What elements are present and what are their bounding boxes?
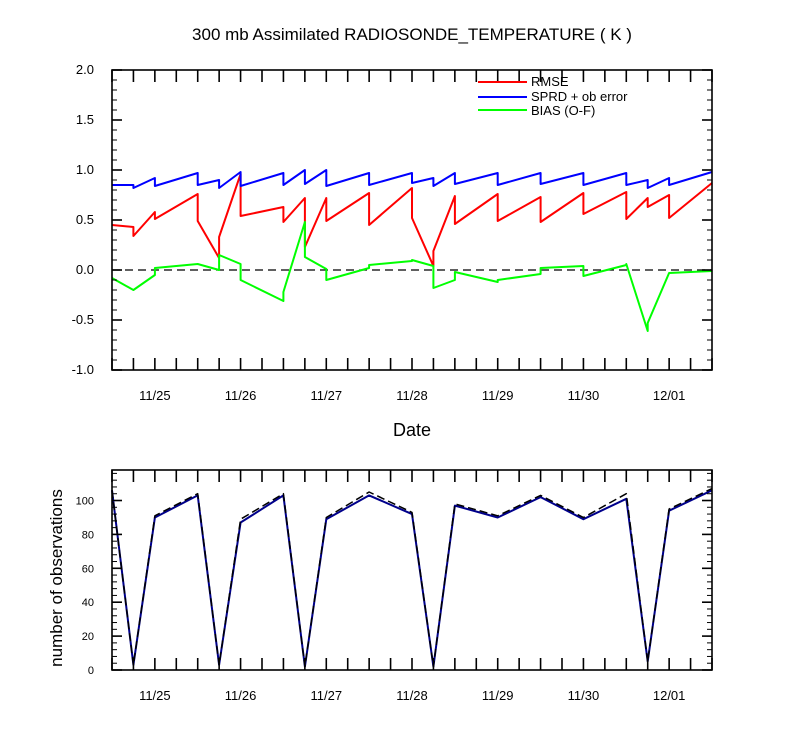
top-xtick-label: 11/30 bbox=[568, 388, 600, 403]
bot-ytick-label: 60 bbox=[82, 563, 94, 575]
bot-series-line-0 bbox=[111, 489, 713, 668]
bot-ytick-label: 80 bbox=[82, 529, 94, 541]
top-xtick-label: 11/28 bbox=[396, 388, 428, 403]
top-ytick-label: -0.5 bbox=[72, 312, 94, 327]
legend-label-sprd: SPRD + ob error bbox=[531, 89, 628, 104]
top-ytick-label: 2.0 bbox=[76, 62, 94, 77]
bot-ytick-label: 0 bbox=[88, 665, 94, 677]
bot-ytick-label: 40 bbox=[82, 597, 94, 609]
legend-label-rmse: RMSE bbox=[531, 74, 569, 89]
top-ytick-label: 0.5 bbox=[76, 212, 94, 227]
bottom-y-axis-label: number of observations bbox=[47, 489, 66, 667]
top-series-line-1 bbox=[112, 169, 713, 189]
top-ytick-label: -1.0 bbox=[72, 362, 94, 377]
top-x-axis-label: Date bbox=[393, 420, 431, 440]
top-series-line-0 bbox=[111, 173, 713, 267]
top-xtick-label: 11/26 bbox=[225, 388, 257, 403]
top-title: 300 mb Assimilated RADIOSONDE_TEMPERATUR… bbox=[192, 25, 632, 44]
bot-xtick-label: 12/01 bbox=[653, 688, 686, 703]
legend-label-bias: BIAS (O-F) bbox=[531, 103, 595, 118]
top-ytick-label: 1.0 bbox=[76, 162, 94, 177]
top-ytick-label: 1.5 bbox=[76, 112, 94, 127]
top-y-axis: -1.0 -0.5 0.0 0.5 1.0 1.5 2.0 bbox=[72, 62, 712, 377]
top-ytick-label: 0.0 bbox=[76, 262, 94, 277]
bot-xtick-label: 11/26 bbox=[225, 688, 257, 703]
bot-xtick-label: 11/27 bbox=[310, 688, 342, 703]
bot-ytick-label: 100 bbox=[76, 496, 94, 508]
bot-xtick-label: 11/30 bbox=[568, 688, 600, 703]
top-series-line-2 bbox=[111, 221, 713, 332]
bottom-x-axis: 11/25 11/26 11/27 11/28 11/29 11/30 12/01 bbox=[111, 470, 713, 703]
top-xtick-label: 11/27 bbox=[310, 388, 342, 403]
bot-ytick-label: 20 bbox=[82, 631, 94, 643]
bot-xtick-label: 11/29 bbox=[482, 688, 514, 703]
top-x-axis: 11/25 11/26 11/27 11/28 11/29 11/30 12/01 bbox=[111, 70, 713, 403]
top-xtick-label: 11/25 bbox=[139, 388, 171, 403]
top-panel: 300 mb Assimilated RADIOSONDE_TEMPERATUR… bbox=[72, 25, 713, 440]
top-xtick-label: 11/29 bbox=[482, 388, 514, 403]
bot-series-line-1 bbox=[111, 487, 713, 668]
bot-xtick-label: 11/25 bbox=[139, 688, 171, 703]
bot-xtick-label: 11/28 bbox=[396, 688, 428, 703]
bottom-plot-area bbox=[111, 487, 713, 668]
top-plot-area bbox=[111, 169, 713, 332]
legend: RMSE SPRD + ob error BIAS (O-F) bbox=[478, 74, 628, 118]
top-xtick-label: 12/01 bbox=[653, 388, 686, 403]
bottom-y-axis: 0 20 40 60 80 100 bbox=[76, 472, 712, 677]
